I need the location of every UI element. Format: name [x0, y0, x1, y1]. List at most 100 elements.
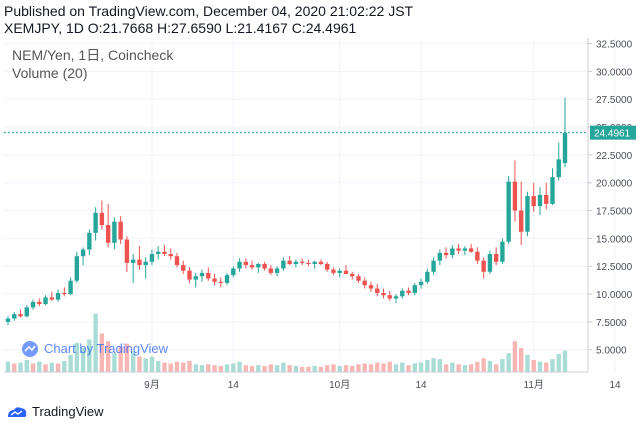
candle[interactable] [500, 238, 505, 265]
candle[interactable] [181, 260, 186, 275]
volume-bar [143, 358, 148, 372]
candle[interactable] [525, 191, 530, 237]
candle[interactable] [124, 236, 130, 272]
candle[interactable] [350, 271, 355, 280]
candle[interactable] [62, 287, 67, 297]
candle[interactable] [519, 181, 524, 246]
volume-bar [249, 366, 255, 372]
candle[interactable] [431, 257, 436, 276]
candle[interactable] [37, 298, 42, 307]
candle[interactable] [243, 258, 249, 269]
candle[interactable] [149, 249, 155, 266]
candle[interactable] [68, 277, 73, 296]
candle[interactable] [274, 266, 280, 277]
candle[interactable] [199, 269, 205, 282]
candle[interactable] [105, 203, 111, 248]
candle[interactable] [193, 272, 198, 288]
candle[interactable] [112, 217, 117, 250]
candle[interactable] [418, 278, 424, 289]
candle[interactable] [362, 277, 367, 289]
candle[interactable] [218, 277, 223, 288]
candle[interactable] [162, 245, 167, 257]
candle[interactable] [537, 187, 543, 216]
candle[interactable] [212, 274, 217, 286]
candle[interactable] [174, 252, 180, 268]
candle[interactable] [306, 259, 311, 267]
candle[interactable] [318, 259, 324, 266]
volume-bar [443, 364, 449, 372]
candle[interactable] [231, 266, 236, 278]
candle[interactable] [30, 299, 36, 310]
candle[interactable] [237, 258, 242, 272]
candle[interactable] [506, 176, 511, 244]
candle[interactable] [168, 248, 173, 260]
candle[interactable] [137, 246, 142, 270]
candle[interactable] [400, 288, 405, 299]
candle[interactable] [544, 182, 549, 210]
candle[interactable] [456, 243, 461, 254]
candle[interactable] [468, 243, 474, 253]
tradingview-logo[interactable]: TradingView [6, 404, 104, 419]
candle[interactable] [406, 287, 411, 296]
candle[interactable] [531, 182, 536, 212]
candle[interactable] [331, 267, 336, 276]
candle[interactable] [12, 311, 17, 321]
candle[interactable] [156, 246, 161, 260]
candle[interactable] [368, 281, 374, 292]
candlestick-chart[interactable]: 32.500030.000027.500025.000022.500020.00… [0, 38, 640, 400]
candle[interactable] [143, 257, 148, 279]
candle[interactable] [556, 142, 561, 181]
candle[interactable] [337, 268, 342, 278]
volume-bar [412, 363, 417, 372]
candle[interactable] [393, 294, 399, 303]
candle[interactable] [224, 272, 230, 286]
candle[interactable] [293, 259, 299, 268]
candle[interactable] [55, 289, 61, 302]
candle[interactable] [487, 250, 493, 275]
candle[interactable] [512, 160, 518, 222]
volume-bar [99, 333, 105, 372]
candle[interactable] [443, 247, 449, 259]
candle[interactable] [99, 200, 105, 230]
candle[interactable] [24, 305, 29, 318]
candle[interactable] [43, 295, 48, 306]
candle[interactable] [268, 265, 274, 276]
candle[interactable] [299, 258, 305, 266]
volume-bar [43, 364, 48, 372]
candle[interactable] [462, 246, 468, 256]
candle[interactable] [130, 253, 136, 283]
candle[interactable] [262, 261, 267, 271]
candle[interactable] [356, 274, 361, 283]
candle[interactable] [493, 247, 499, 266]
candle[interactable] [206, 267, 211, 281]
candle[interactable] [256, 262, 261, 273]
candle[interactable] [118, 216, 123, 244]
candle[interactable] [87, 229, 92, 256]
candle[interactable] [425, 268, 430, 285]
candle[interactable] [18, 309, 23, 318]
candle[interactable] [481, 257, 486, 279]
candle[interactable] [287, 256, 292, 266]
candle[interactable] [343, 265, 349, 275]
candle[interactable] [412, 282, 417, 296]
candle[interactable] [93, 207, 98, 241]
candle[interactable] [312, 260, 317, 269]
candle[interactable] [437, 249, 443, 266]
volume-bar [318, 366, 324, 372]
candle[interactable] [550, 168, 555, 205]
volume-bar [30, 363, 36, 372]
candle[interactable] [187, 267, 192, 283]
candle[interactable] [249, 260, 255, 270]
volume-legend: Volume (20) [12, 65, 87, 81]
candle[interactable] [5, 316, 11, 326]
candle[interactable] [381, 288, 386, 299]
candle[interactable] [49, 291, 54, 301]
candle[interactable] [281, 257, 286, 271]
candle[interactable] [375, 284, 380, 297]
candle[interactable] [74, 251, 80, 283]
candle[interactable] [80, 247, 86, 266]
candle[interactable] [475, 247, 480, 265]
candle[interactable] [450, 245, 455, 259]
candle[interactable] [387, 290, 392, 301]
candle[interactable] [324, 261, 330, 272]
